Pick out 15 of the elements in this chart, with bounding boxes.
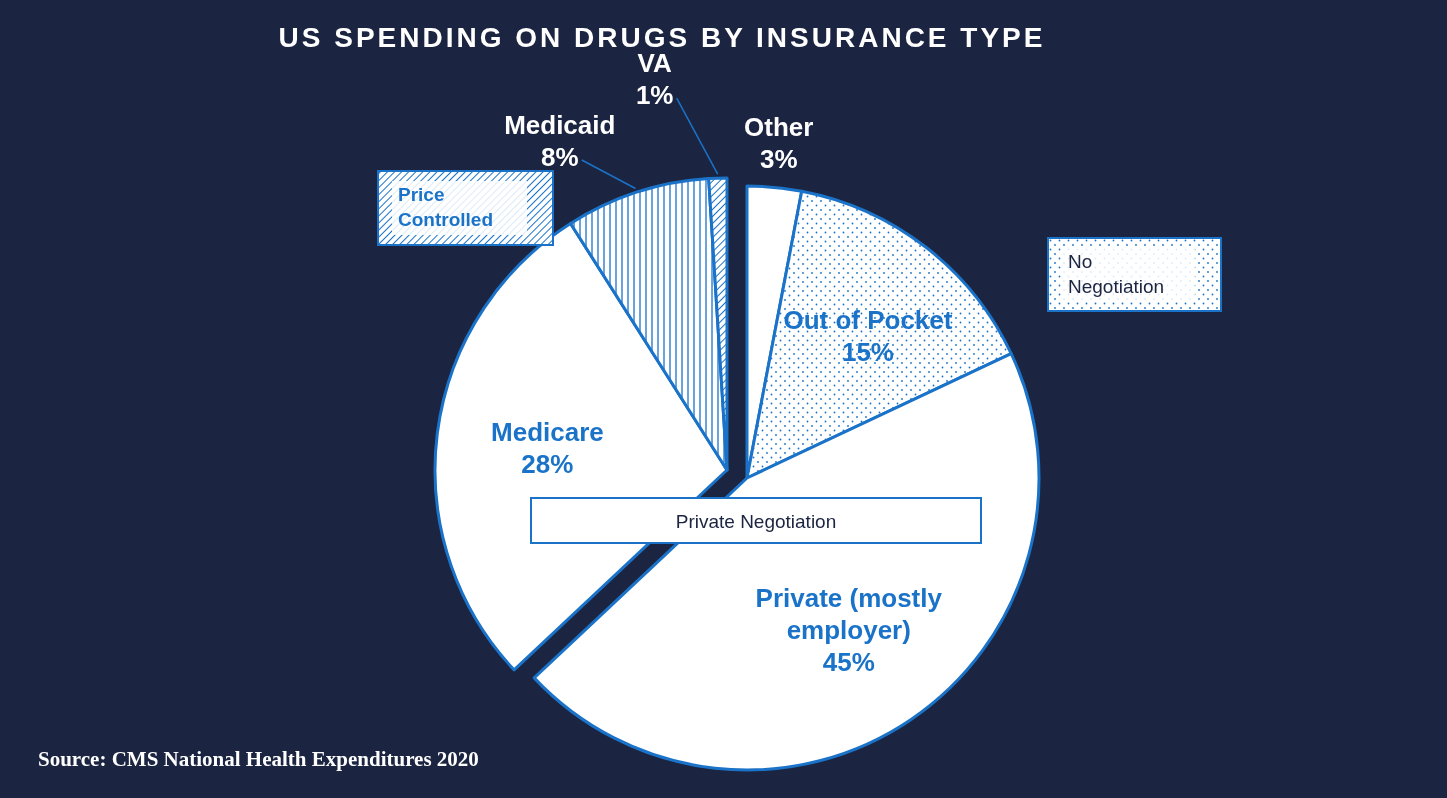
slice-label: Medicaid	[504, 109, 616, 140]
source-note: Source: CMS National Health Expenditures 2020	[38, 747, 479, 771]
slice-label: Other	[744, 112, 814, 143]
slice-label: Medicare	[491, 417, 604, 448]
slice-label: Private (mostly employer)	[755, 582, 943, 645]
slice-label: Out of Pocket	[783, 304, 953, 335]
data-label: 3%	[759, 144, 798, 175]
data-label: 28%	[521, 449, 574, 480]
text: Private Negotiation	[675, 510, 837, 532]
text: Price Controlled	[398, 184, 493, 230]
data-label: 1%	[635, 80, 674, 111]
data-label: 45%	[822, 646, 875, 677]
text: No Negotiation	[1068, 251, 1165, 297]
data-label: 15%	[841, 336, 894, 367]
data-label: 8%	[540, 141, 579, 172]
